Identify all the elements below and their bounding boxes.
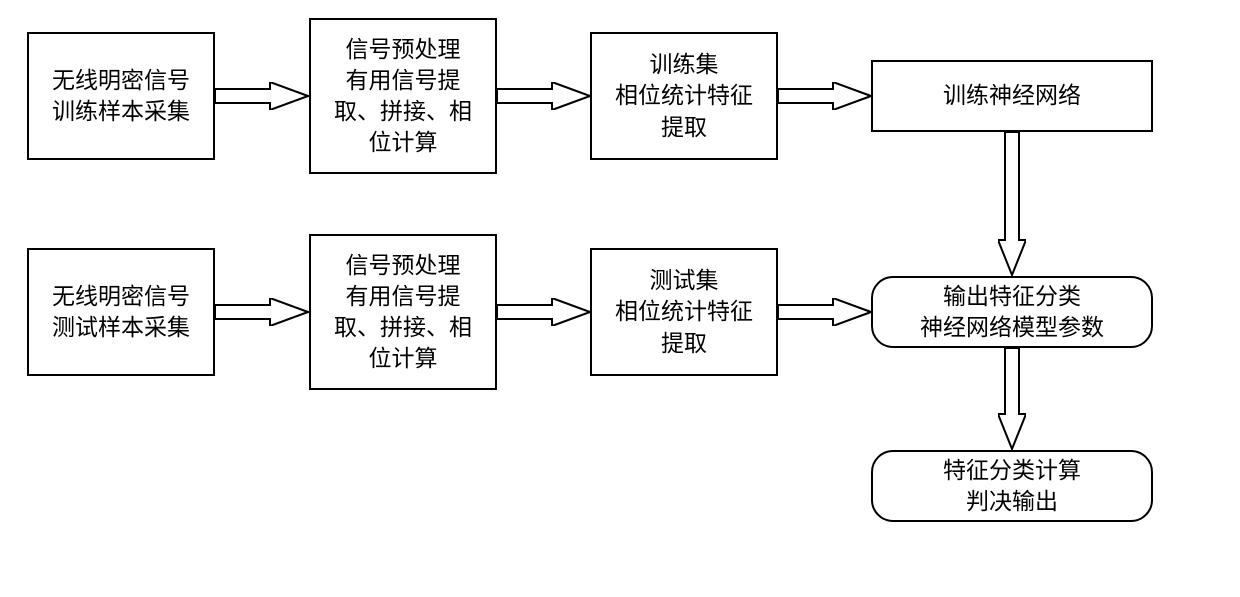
node-train-preproc: 信号预处理有用信号提取、拼接、相位计算: [309, 18, 497, 174]
arrow-icon: [778, 82, 872, 110]
node-output-params: 输出特征分类神经网络模型参数: [871, 276, 1153, 348]
arrow-icon: [998, 132, 1026, 276]
arrow-icon: [998, 348, 1026, 450]
node-decision: 特征分类计算判决输出: [871, 450, 1153, 522]
node-output-params-label: 输出特征分类神经网络模型参数: [920, 281, 1104, 343]
arrow-icon: [497, 82, 591, 110]
node-decision-label: 特征分类计算判决输出: [943, 455, 1081, 517]
node-train-preproc-label: 信号预处理有用信号提取、拼接、相位计算: [334, 34, 472, 158]
arrow-icon: [215, 82, 309, 110]
node-test-feature: 测试集相位统计特征提取: [590, 248, 778, 376]
node-test-preproc: 信号预处理有用信号提取、拼接、相位计算: [309, 234, 497, 390]
node-train-feature-label: 训练集相位统计特征提取: [615, 49, 753, 142]
node-train-nn-label: 训练神经网络: [943, 80, 1081, 111]
node-test-collect-label: 无线明密信号测试样本采集: [52, 281, 190, 343]
arrow-icon: [497, 298, 591, 326]
node-test-feature-label: 测试集相位统计特征提取: [615, 265, 753, 358]
node-train-collect: 无线明密信号训练样本采集: [27, 32, 215, 160]
node-test-preproc-label: 信号预处理有用信号提取、拼接、相位计算: [334, 250, 472, 374]
arrow-icon: [215, 298, 309, 326]
node-train-nn: 训练神经网络: [871, 60, 1153, 132]
node-test-collect: 无线明密信号测试样本采集: [27, 248, 215, 376]
node-train-collect-label: 无线明密信号训练样本采集: [52, 65, 190, 127]
node-train-feature: 训练集相位统计特征提取: [590, 32, 778, 160]
arrow-icon: [778, 298, 872, 326]
